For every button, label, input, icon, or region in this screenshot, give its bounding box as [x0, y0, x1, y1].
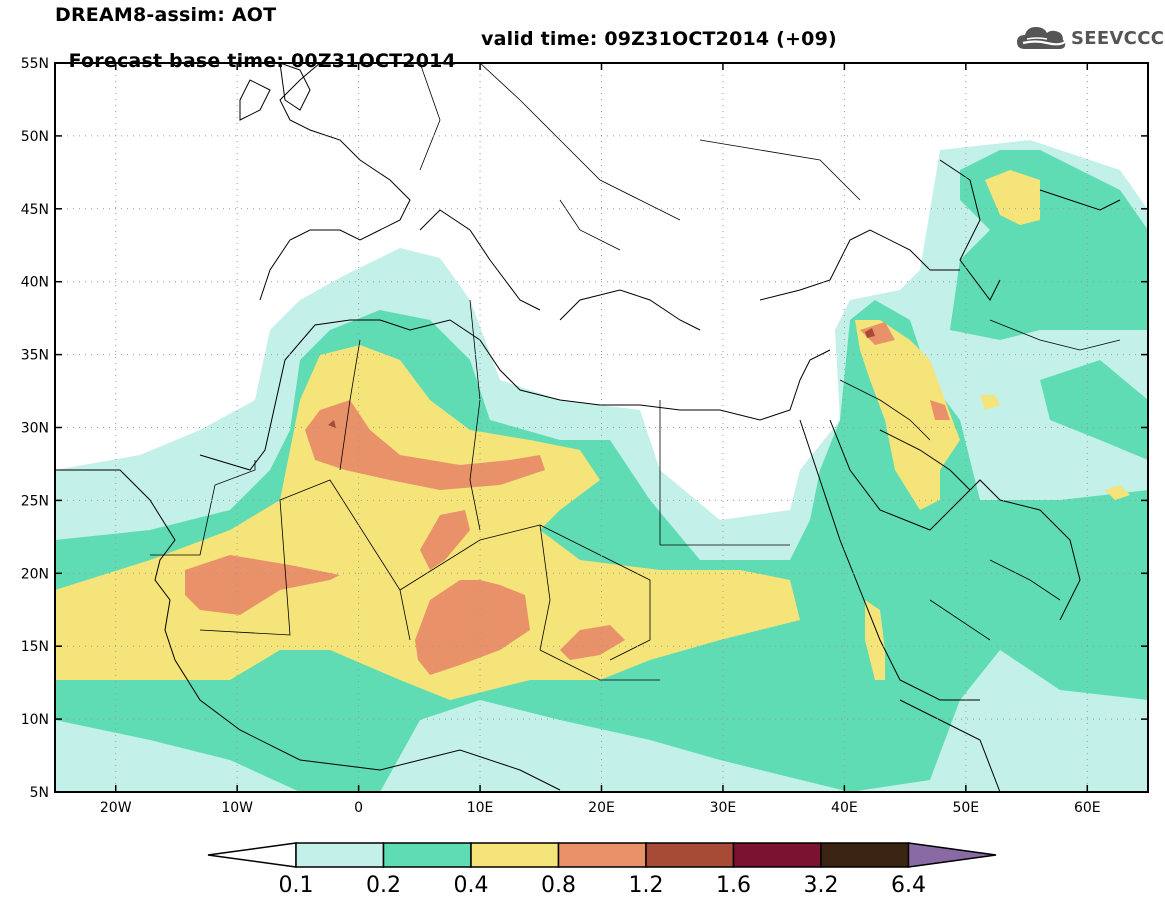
logo-text: SEEVCCC — [1071, 27, 1165, 49]
coastlines — [55, 63, 1121, 792]
lat-tick-label: 10N — [21, 712, 49, 728]
colorbar-over-triangle — [907, 842, 997, 868]
lat-tick-label: 45N — [21, 202, 49, 218]
lat-tick-label: 20N — [21, 566, 49, 582]
colorbar-box — [470, 842, 560, 868]
longitude-axis: 20W 10W 0 10E 20E 30E 40E 50E 60E — [100, 63, 1101, 816]
colorbar-label: 1.2 — [629, 873, 664, 898]
lon-tick-label: 40E — [831, 800, 858, 816]
lon-tick-label: 60E — [1074, 800, 1101, 816]
lon-tick-label: 0 — [354, 800, 363, 816]
colorbar-label: 0.8 — [541, 873, 576, 898]
colorbar-box — [645, 842, 735, 868]
colorbar-label: 6.4 — [891, 873, 926, 898]
colorbar-label: 0.1 — [279, 873, 314, 898]
lon-tick-label: 50E — [952, 800, 979, 816]
latitude-axis: 55N 50N 45N 40N 35N 30N 25N 20N 15N 10N 5N — [21, 56, 1148, 801]
colorbar-under-triangle — [207, 842, 297, 868]
colorbar-box — [557, 842, 647, 868]
lon-tick-label: 20E — [588, 800, 615, 816]
map-title: DREAM8-assim: AOT — [55, 4, 277, 26]
colorbar-label: 1.6 — [716, 873, 751, 898]
country-borders — [150, 63, 1121, 681]
lat-tick-label: 25N — [21, 493, 49, 509]
colorbar-labels: 0.1 0.2 0.4 0.8 1.2 1.6 3.2 6.4 — [279, 873, 927, 898]
lon-tick-label: 30E — [710, 800, 737, 816]
colorbar-box — [732, 842, 822, 868]
lat-tick-label: 15N — [21, 639, 49, 655]
colorbar-box — [820, 842, 910, 868]
lon-tick-label: 20W — [100, 800, 132, 816]
aot-level-0.8 — [185, 322, 950, 675]
aot-level-1.2 — [328, 328, 875, 428]
lat-tick-label: 30N — [21, 421, 49, 437]
colorbar-box — [295, 842, 385, 868]
colorbar-box — [382, 842, 472, 868]
seevccc-logo: SEEVCCC — [1015, 22, 1164, 54]
lon-tick-label: 10W — [221, 800, 253, 816]
lat-tick-label: 55N — [21, 56, 49, 72]
aot-field — [55, 63, 1148, 792]
cloud-logo-icon — [1017, 27, 1066, 49]
lat-tick-label: 40N — [21, 275, 49, 291]
colorbar-label: 3.2 — [804, 873, 839, 898]
lat-tick-label: 50N — [21, 129, 49, 145]
base-time: Forecast base time: 00Z31OCT2014 — [68, 50, 456, 72]
valid-time: valid time: 09Z31OCT2014 (+09) — [481, 28, 837, 50]
lat-tick-label: 5N — [30, 785, 49, 801]
lat-tick-label: 35N — [21, 348, 49, 364]
gridlines — [55, 63, 1148, 792]
colorbar-boxes — [207, 842, 997, 868]
colorbar-label: 0.2 — [366, 873, 401, 898]
colorbar-label: 0.4 — [454, 873, 489, 898]
lon-tick-label: 10E — [467, 800, 494, 816]
forecast-times: Forecast base time: 00Z31OCT2014 valid t… — [55, 28, 837, 94]
